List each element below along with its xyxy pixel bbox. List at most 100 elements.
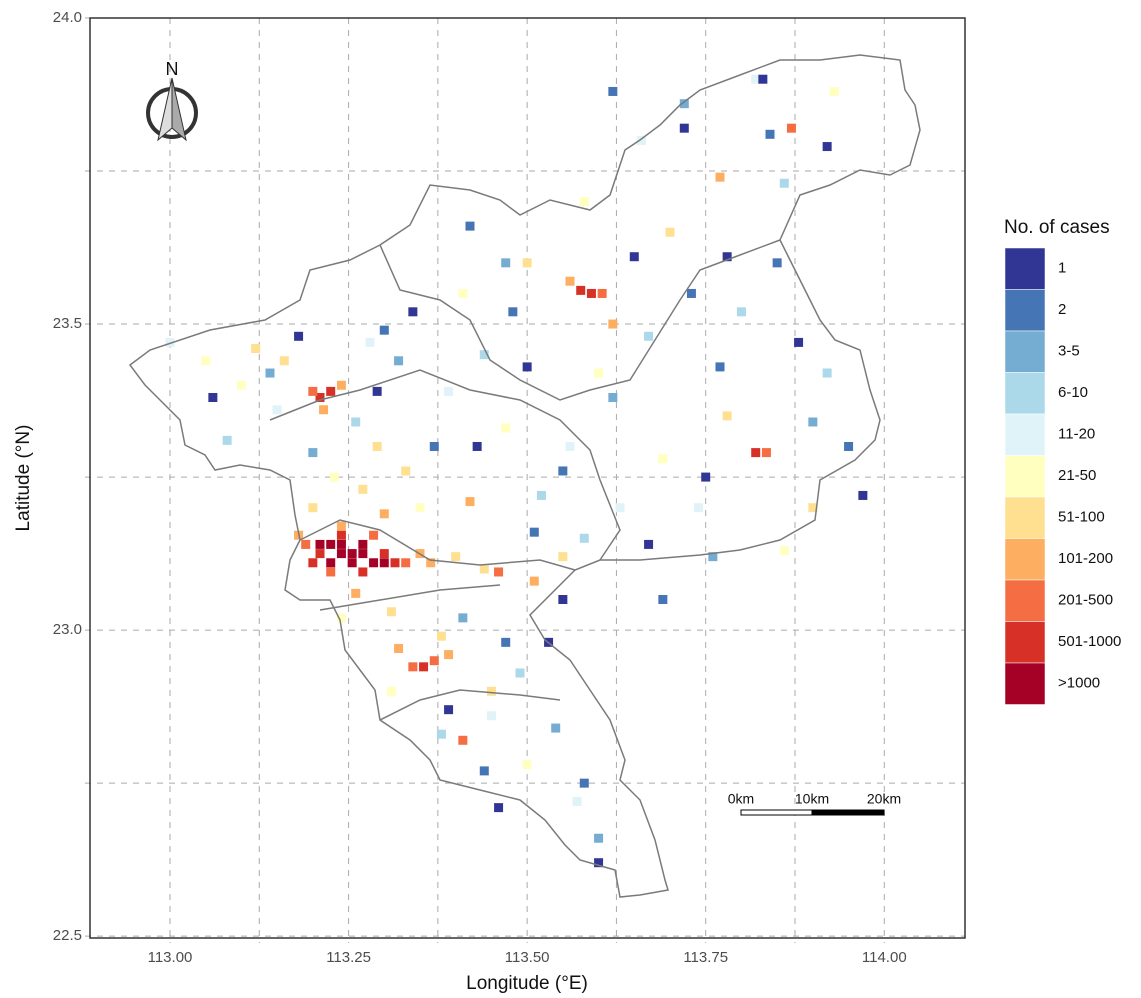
legend-swatch — [1004, 662, 1046, 705]
grid-cell — [858, 490, 868, 500]
legend-swatch — [1004, 289, 1046, 332]
grid-cell — [829, 86, 839, 96]
grid-cell — [458, 735, 468, 745]
grid-cell — [372, 441, 382, 451]
grid-cell — [597, 288, 607, 298]
grid-cell — [808, 503, 818, 513]
grid-cell — [326, 539, 336, 549]
grid-cell — [319, 405, 329, 415]
grid-cell — [294, 331, 304, 341]
grid-cell — [208, 393, 218, 403]
grid-cell — [665, 227, 675, 237]
grid-cell — [394, 356, 404, 366]
grid-cell — [315, 549, 325, 559]
grid-cell — [751, 74, 761, 84]
x-tick-label: 113.00 — [148, 949, 193, 966]
y-tick-label: 24.0 — [53, 9, 82, 26]
cell-layer — [165, 74, 868, 868]
grid-cell — [494, 803, 504, 813]
grid-cell — [326, 386, 336, 396]
grid-cell — [779, 546, 789, 556]
grid-cell — [844, 441, 854, 451]
grid-cell — [551, 723, 561, 733]
legend-title: No. of cases — [1004, 217, 1110, 238]
grid-cell — [279, 356, 289, 366]
legend-swatch — [1004, 455, 1046, 498]
grid-cell — [379, 325, 389, 335]
grid-cell — [501, 258, 511, 268]
x-axis-title: Longitude (°E) — [466, 973, 588, 994]
plot-frame — [89, 17, 966, 939]
grid-cell — [615, 503, 625, 513]
grid-cell — [358, 549, 368, 559]
legend-swatch — [1004, 579, 1046, 622]
grid-cell — [336, 521, 346, 531]
grid-cell — [401, 466, 411, 476]
grid-cell — [458, 613, 468, 623]
grid-cell — [822, 142, 832, 152]
grid-cell — [351, 588, 361, 598]
district-boundary — [379, 689, 561, 721]
y-tick-label: 22.5 — [53, 927, 82, 944]
scale-label: 10km — [795, 791, 829, 807]
grid-cell — [736, 307, 746, 317]
grid-cell — [529, 527, 539, 537]
y-tick-label: 23.5 — [53, 315, 82, 332]
district-boundary — [269, 369, 621, 561]
grid-cell — [458, 288, 468, 298]
grid-cell — [386, 686, 396, 696]
legend-label: 501-1000 — [1058, 633, 1121, 650]
grid-cell — [351, 417, 361, 427]
grid-cell — [308, 503, 318, 513]
grid-cell — [336, 530, 346, 540]
grid-cell — [558, 595, 568, 605]
grid-cell — [636, 135, 646, 145]
grid-cell — [415, 503, 425, 513]
grid-cell — [761, 448, 771, 458]
grid-cell — [522, 760, 532, 770]
grid-cell — [369, 558, 379, 568]
grid-cell — [265, 368, 275, 378]
legend-label: 51-100 — [1058, 509, 1105, 526]
legend-swatch — [1004, 247, 1046, 290]
grid-cell — [751, 448, 761, 458]
grid-cell — [419, 662, 429, 672]
grid-cell — [369, 530, 379, 540]
grid-cell — [722, 411, 732, 421]
grid-cell — [451, 552, 461, 562]
grid-cell — [347, 549, 357, 559]
grid-cell — [408, 662, 418, 672]
boundaries — [128, 54, 921, 898]
grid-cell — [479, 564, 489, 574]
grid-cell — [608, 86, 618, 96]
y-axis-title: Latitude (°N) — [13, 425, 34, 532]
x-tick-label: 113.25 — [326, 949, 371, 966]
grid-cell — [779, 178, 789, 188]
grid-cell — [576, 285, 586, 295]
grid-cell — [272, 405, 282, 415]
grid-cell — [236, 380, 246, 390]
grid-cell — [558, 466, 568, 476]
grid-cell — [558, 552, 568, 562]
grid-cell — [390, 558, 400, 568]
north-label: N — [166, 59, 179, 79]
grid-cell — [494, 567, 504, 577]
grid-cell — [808, 417, 818, 427]
legend-swatch — [1004, 372, 1046, 415]
legend-swatch — [1004, 538, 1046, 581]
grid-cell — [315, 393, 325, 403]
grid-cell — [644, 539, 654, 549]
grid-cell — [608, 319, 618, 329]
grid-cell — [308, 448, 318, 458]
x-tick-label: 114.00 — [862, 949, 907, 966]
grid-cell — [522, 258, 532, 268]
grid-cell — [386, 607, 396, 617]
grid-cell — [679, 99, 689, 109]
grid — [85, 17, 965, 943]
grid-cell — [522, 362, 532, 372]
grid-cell — [436, 729, 446, 739]
grid-cell — [579, 197, 589, 207]
legend-label: 2 — [1058, 301, 1066, 318]
grid-cell — [472, 441, 482, 451]
grid-cell — [758, 74, 768, 84]
